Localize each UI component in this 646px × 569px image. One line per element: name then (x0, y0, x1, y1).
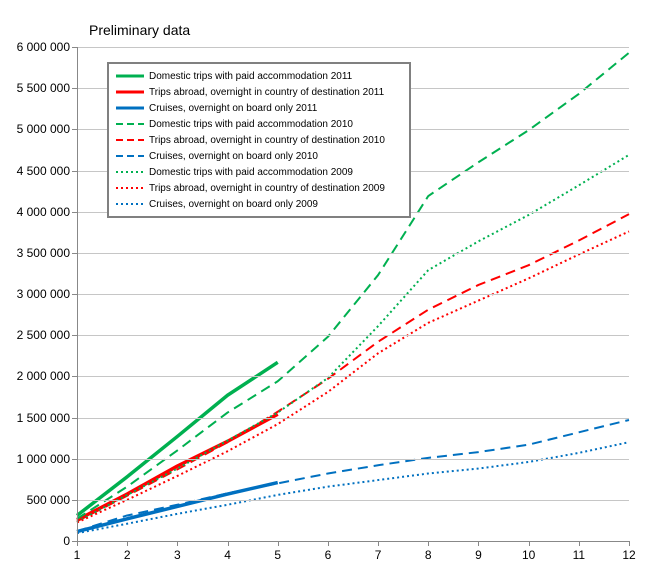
y-tick-label: 3 000 000 (17, 287, 70, 301)
legend-swatch (115, 133, 145, 147)
legend-item-cruises_2011: Cruises, overnight on board only 2011 (115, 100, 403, 116)
x-tick-mark (478, 541, 479, 546)
x-tick-mark (529, 541, 530, 546)
gridline-h (77, 376, 629, 377)
x-tick-label: 11 (573, 548, 585, 562)
legend: Domestic trips with paid accommodation 2… (107, 62, 411, 218)
legend-label: Domestic trips with paid accommodation 2… (149, 71, 352, 82)
y-tick-label: 5 500 000 (17, 81, 70, 95)
chart-title: Preliminary data (89, 22, 190, 38)
legend-item-dom_paid_2011: Domestic trips with paid accommodation 2… (115, 68, 403, 84)
legend-item-abroad_2009: Trips abroad, overnight in country of de… (115, 180, 403, 196)
x-tick-mark (629, 541, 630, 546)
y-tick-label: 0 (63, 534, 70, 548)
legend-swatch (115, 197, 145, 211)
x-tick-mark (177, 541, 178, 546)
legend-label: Domestic trips with paid accommodation 2… (149, 119, 353, 130)
legend-swatch (115, 69, 145, 83)
y-tick-label: 4 000 000 (17, 205, 70, 219)
gridline-h (77, 335, 629, 336)
gridline-h (77, 418, 629, 419)
x-tick-mark (428, 541, 429, 546)
legend-label: Trips abroad, overnight in country of de… (149, 87, 384, 98)
y-tick-label: 2 000 000 (17, 369, 70, 383)
y-tick-label: 3 500 000 (17, 246, 70, 260)
y-tick-label: 500 000 (27, 493, 70, 507)
y-axis-line (77, 47, 78, 541)
legend-item-dom_paid_2010: Domestic trips with paid accommodation 2… (115, 116, 403, 132)
legend-label: Cruises, overnight on board only 2010 (149, 151, 318, 162)
y-tick-label: 1 500 000 (17, 411, 70, 425)
x-tick-mark (77, 541, 78, 546)
x-tick-label: 2 (124, 548, 131, 562)
series-cruises_2009 (77, 442, 629, 533)
gridline-h (77, 459, 629, 460)
x-tick-label: 10 (522, 548, 535, 562)
legend-label: Trips abroad, overnight in country of de… (149, 135, 385, 146)
x-tick-mark (328, 541, 329, 546)
legend-swatch (115, 165, 145, 179)
x-tick-label: 1 (74, 548, 81, 562)
x-tick-label: 8 (425, 548, 432, 562)
gridline-h (77, 294, 629, 295)
x-tick-label: 7 (375, 548, 382, 562)
x-tick-label: 5 (274, 548, 281, 562)
legend-swatch (115, 181, 145, 195)
x-tick-label: 6 (325, 548, 332, 562)
x-tick-label: 4 (224, 548, 231, 562)
y-tick-label: 2 500 000 (17, 328, 70, 342)
y-tick-label: 5 000 000 (17, 122, 70, 136)
x-tick-mark (228, 541, 229, 546)
legend-item-abroad_2010: Trips abroad, overnight in country of de… (115, 132, 403, 148)
x-tick-mark (378, 541, 379, 546)
legend-swatch (115, 101, 145, 115)
legend-label: Cruises, overnight on board only 2011 (149, 103, 317, 114)
legend-label: Domestic trips with paid accommodation 2… (149, 167, 353, 178)
x-tick-label: 3 (174, 548, 181, 562)
x-tick-mark (579, 541, 580, 546)
legend-item-cruises_2009: Cruises, overnight on board only 2009 (115, 196, 403, 212)
gridline-h (77, 500, 629, 501)
legend-swatch (115, 85, 145, 99)
legend-swatch (115, 117, 145, 131)
y-tick-label: 4 500 000 (17, 164, 70, 178)
y-tick-label: 6 000 000 (17, 40, 70, 54)
legend-item-cruises_2010: Cruises, overnight on board only 2010 (115, 148, 403, 164)
gridline-h (77, 253, 629, 254)
x-tick-label: 12 (622, 548, 635, 562)
legend-item-abroad_2011: Trips abroad, overnight in country of de… (115, 84, 403, 100)
legend-item-dom_paid_2009: Domestic trips with paid accommodation 2… (115, 164, 403, 180)
y-tick-label: 1 000 000 (17, 452, 70, 466)
gridline-h (77, 47, 629, 48)
legend-label: Cruises, overnight on board only 2009 (149, 199, 318, 210)
series-dom_paid_2011 (77, 362, 278, 515)
x-tick-mark (127, 541, 128, 546)
chart-container: Preliminary data Domestic trips with pai… (0, 0, 646, 569)
gridline-h (77, 541, 629, 542)
x-tick-mark (278, 541, 279, 546)
x-tick-label: 9 (475, 548, 482, 562)
legend-label: Trips abroad, overnight in country of de… (149, 183, 385, 194)
legend-swatch (115, 149, 145, 163)
